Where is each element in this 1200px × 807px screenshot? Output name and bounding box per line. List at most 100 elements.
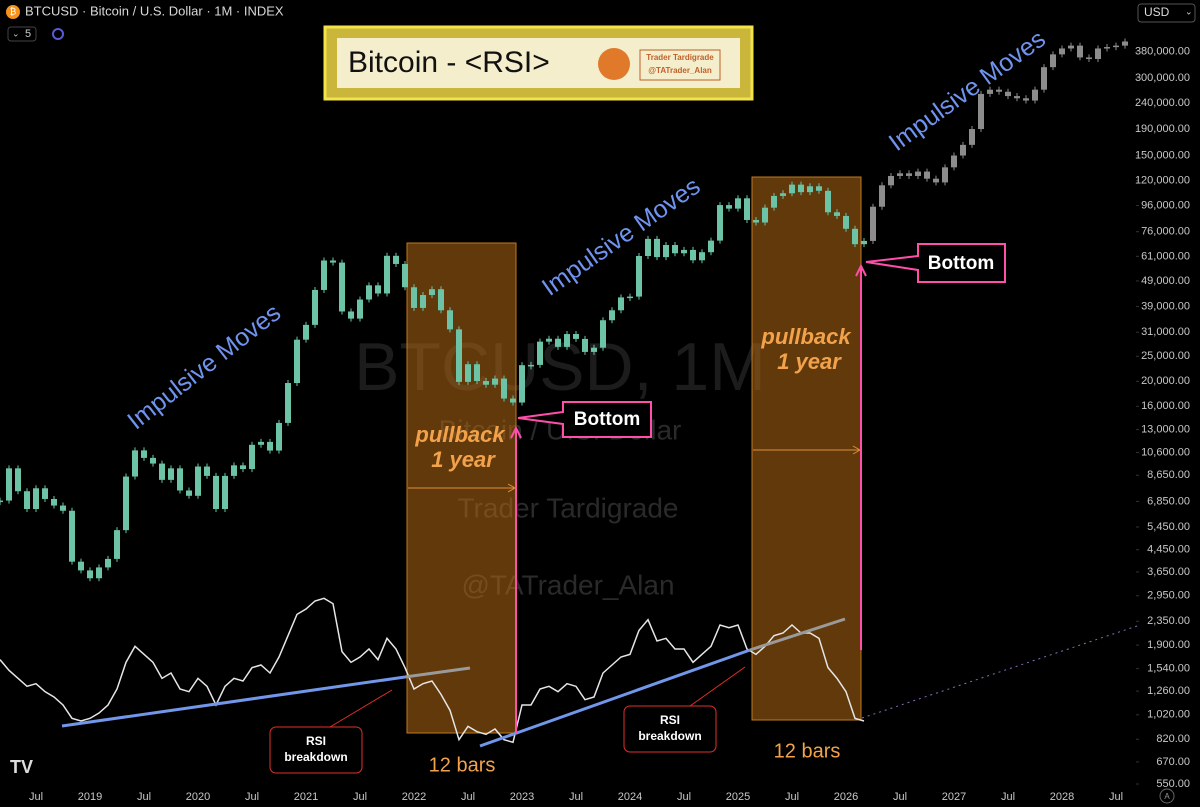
y-tick-label: 120,000.00 (1135, 174, 1190, 186)
x-tick-label: Jul (785, 791, 799, 803)
candle (1068, 45, 1074, 49)
candle (1113, 45, 1119, 48)
candle (186, 490, 192, 496)
candle (753, 219, 759, 223)
candle (258, 441, 264, 445)
candle (933, 178, 939, 183)
candle (465, 364, 471, 382)
candle (150, 457, 156, 464)
candle (492, 378, 498, 385)
symbol-title[interactable]: BTCUSD · Bitcoin / U.S. Dollar · 1M · IN… (25, 3, 284, 18)
candle (573, 334, 579, 339)
candle (816, 186, 822, 191)
x-tick-label: Jul (1001, 791, 1015, 803)
y-tick-label: 2,350.00 (1147, 615, 1190, 627)
candle (825, 190, 831, 213)
rsi-trendline-extension (749, 617, 846, 652)
candle (519, 365, 525, 403)
candle (528, 364, 534, 367)
candle (132, 450, 138, 477)
x-tick-label: Jul (677, 791, 691, 803)
rsi-line (0, 597, 865, 744)
y-tick-label: 10,600.00 (1141, 446, 1190, 458)
candle (1095, 48, 1101, 59)
loading-icon (52, 28, 64, 40)
candle (618, 297, 624, 311)
candle (555, 338, 561, 347)
y-tick-label: 1,900.00 (1147, 639, 1190, 651)
x-tick-label: Jul (353, 791, 367, 803)
pullback-zone (751, 176, 862, 721)
candle (681, 249, 687, 254)
candle (42, 488, 48, 499)
candle (456, 329, 462, 382)
currency-select[interactable] (1137, 3, 1196, 23)
candle (312, 289, 318, 325)
candle (924, 171, 930, 179)
callout-pointer (329, 689, 393, 728)
y-tick-label: 61,000.00 (1141, 250, 1190, 262)
y-tick-label: 1,260.00 (1147, 685, 1190, 697)
candle (987, 89, 993, 94)
candle (645, 238, 651, 256)
candle (60, 505, 66, 511)
candle (0, 500, 3, 503)
logo-frame (639, 49, 721, 81)
candle (276, 422, 282, 451)
logo-text: Trader Tardigrade (646, 53, 714, 62)
candle (357, 299, 363, 319)
y-tick-label: 39,000.00 (1141, 300, 1190, 312)
logo-text: @TATrader_Alan (648, 66, 712, 75)
x-tick-label: 2027 (942, 791, 966, 803)
x-tick-label: Jul (461, 791, 475, 803)
candle (195, 466, 201, 496)
x-tick-label: Jul (245, 791, 259, 803)
candle (915, 171, 921, 176)
x-tick-label: Jul (569, 791, 583, 803)
callout-text: breakdown (284, 750, 347, 764)
candle (411, 287, 417, 308)
candle (834, 212, 840, 216)
candle (294, 339, 300, 384)
bars-label: 12 bars (774, 740, 841, 762)
candle (168, 468, 174, 480)
auto-scale-button[interactable] (1159, 788, 1175, 804)
candle (141, 450, 147, 458)
candle (1005, 91, 1011, 97)
bottom-callout (865, 243, 1006, 283)
y-tick-label: 96,000.00 (1141, 199, 1190, 211)
chevron: ⌄ (1185, 6, 1193, 16)
candle (609, 310, 615, 321)
candle (501, 378, 507, 399)
candle (204, 466, 210, 476)
candle (699, 252, 705, 261)
candle (1050, 54, 1056, 68)
y-tick-label: 6,850.00 (1147, 495, 1190, 507)
chevron: ⌄ (12, 28, 20, 38)
candle (249, 444, 255, 470)
dotted-line (861, 624, 1141, 719)
candle (582, 338, 588, 352)
candle (483, 381, 489, 385)
indicator-toggle[interactable] (7, 26, 37, 42)
candle (240, 465, 246, 470)
rsi-breakdown-callout (623, 705, 717, 753)
y-tick-label: 20,000.00 (1141, 375, 1190, 387)
y-tick-label: 49,000.00 (1141, 275, 1190, 287)
pullback-label: pullback (760, 324, 852, 349)
x-tick-label: 2022 (402, 791, 426, 803)
candle (708, 240, 714, 253)
candle (1086, 57, 1092, 59)
candle (6, 468, 12, 501)
y-tick-label: 820.00 (1156, 733, 1190, 745)
candle (717, 205, 723, 241)
candle (807, 186, 813, 193)
bottom-callout (517, 401, 652, 438)
candle (429, 289, 435, 296)
candle (1041, 67, 1047, 90)
y-tick-label: 380,000.00 (1135, 45, 1190, 57)
y-tick-label: 550.00 (1156, 778, 1190, 790)
y-tick-label: 5,450.00 (1147, 521, 1190, 533)
x-tick-label: 2025 (726, 791, 750, 803)
